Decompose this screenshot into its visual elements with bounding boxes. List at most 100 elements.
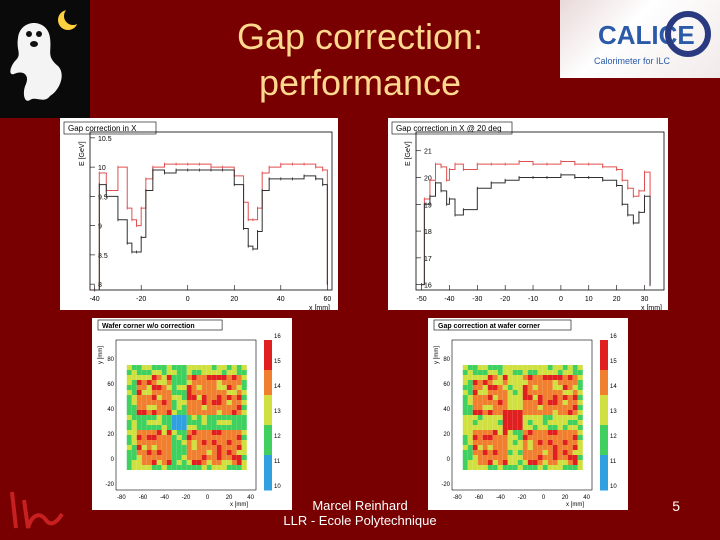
heatmap-cell: [492, 430, 498, 435]
heatmap-cell: [211, 420, 217, 425]
heatmap-cell: [141, 435, 147, 440]
y-tick-label: 60: [443, 382, 450, 388]
heatmap-cell: [467, 420, 473, 425]
heatmap-cell: [537, 365, 543, 370]
gap-correction-x-chart: Gap correction in X -40 -20 0 20 40 60 8 8.5 9 9.5…: [63, 121, 333, 312]
heatmap-cell: [572, 395, 578, 400]
heatmap-cell: [181, 415, 187, 420]
heatmap-cell: [542, 410, 548, 415]
heatmap-cell: [492, 450, 498, 455]
heatmap-cell: [146, 385, 152, 390]
heatmap-cell: [577, 365, 583, 370]
colorbar-tick-label: 14: [610, 384, 617, 390]
heatmap-cell: [196, 415, 202, 420]
heatmap-cell: [482, 435, 488, 440]
heatmap-cell: [552, 385, 558, 390]
heatmap-cell: [522, 415, 528, 420]
heatmap-cell: [537, 425, 543, 430]
heatmap-cell: [221, 425, 227, 430]
heatmap-cell: [206, 445, 212, 450]
heatmap-cell: [136, 405, 142, 410]
heatmap-cell: [216, 365, 222, 370]
heatmap-cell: [206, 430, 212, 435]
heatmap-cell: [517, 390, 523, 395]
y-tick-label: 10.5: [98, 136, 112, 143]
heatmap-title-box: [433, 319, 572, 331]
heatmap-cell: [146, 400, 152, 405]
heatmap-cell: [557, 415, 563, 420]
heatmap-cell: [131, 405, 137, 410]
heatmap-cell: [477, 395, 483, 400]
y-axis-label: y [mm]: [98, 346, 104, 364]
heatmap-cell: [482, 415, 488, 420]
heatmap-cell: [156, 445, 162, 450]
heatmap-cell: [241, 455, 247, 460]
heatmap-cell: [562, 440, 568, 445]
colorbar-cell: [600, 345, 608, 351]
heatmap-cell: [186, 435, 192, 440]
slide-title: Gap correction: performance: [120, 14, 600, 106]
heatmap-cell: [512, 435, 518, 440]
heatmap-cell: [181, 370, 187, 375]
heatmap-cell: [196, 465, 202, 470]
heatmap-cell: [477, 405, 483, 410]
heatmap-cell: [497, 435, 503, 440]
heatmap-cell: [537, 390, 543, 395]
heatmap-cell: [126, 440, 132, 445]
heatmap-cell: [507, 445, 513, 450]
heatmap-cell: [146, 430, 152, 435]
heatmap-cell: [512, 455, 518, 460]
heatmap-cell: [567, 455, 573, 460]
heatmap-cell: [166, 375, 172, 380]
heatmap-cell: [151, 385, 157, 390]
heatmap-cell: [156, 400, 162, 405]
heatmap-cell: [467, 395, 473, 400]
heatmap-cell: [156, 365, 162, 370]
heatmap-cell: [462, 370, 468, 375]
heatmap-cell: [482, 410, 488, 415]
heatmap-cell: [467, 370, 473, 375]
heatmap-cell: [512, 415, 518, 420]
heatmap-cell: [171, 430, 177, 435]
heatmap-cell: [236, 375, 242, 380]
heatmap-cell: [146, 370, 152, 375]
heatmap-cell: [507, 415, 513, 420]
heatmap-cell: [527, 370, 533, 375]
y-tick-label: 20: [107, 432, 114, 438]
heatmap-cell: [176, 445, 182, 450]
heatmap-cell: [206, 375, 212, 380]
heatmap-cell: [487, 390, 493, 395]
heatmap-cell: [482, 450, 488, 455]
heatmap-cell: [467, 425, 473, 430]
heatmap-cell: [186, 455, 192, 460]
heatmap-cell: [532, 465, 538, 470]
heatmap-cell: [196, 395, 202, 400]
colorbar-cell: [600, 395, 608, 401]
heatmap-cell: [542, 365, 548, 370]
heatmap-cell: [146, 445, 152, 450]
colorbar-cell: [600, 465, 608, 471]
heatmap-cell: [151, 380, 157, 385]
heatmap-cell: [557, 410, 563, 415]
heatmap-cell: [236, 465, 242, 470]
heatmap-cell: [462, 420, 468, 425]
heatmap-cell: [522, 375, 528, 380]
heatmap-cell: [547, 465, 553, 470]
heatmap-cell: [517, 380, 523, 385]
heatmap-cell: [482, 430, 488, 435]
heatmap-cell: [221, 370, 227, 375]
heatmap-cell: [487, 380, 493, 385]
heatmap-cell: [136, 420, 142, 425]
heatmap-cell: [502, 410, 508, 415]
heatmap-cell: [572, 400, 578, 405]
heatmap-cell: [552, 365, 558, 370]
heatmap-cell: [226, 430, 232, 435]
heatmap-cell: [201, 450, 207, 455]
heatmap-cell: [141, 440, 147, 445]
heatmap-cell: [557, 465, 563, 470]
heatmap-cell: [221, 460, 227, 465]
heatmap-cell: [191, 365, 197, 370]
heatmap-cell: [562, 380, 568, 385]
heatmap-cell: [226, 375, 232, 380]
uncorrected-series-line: [421, 174, 651, 286]
